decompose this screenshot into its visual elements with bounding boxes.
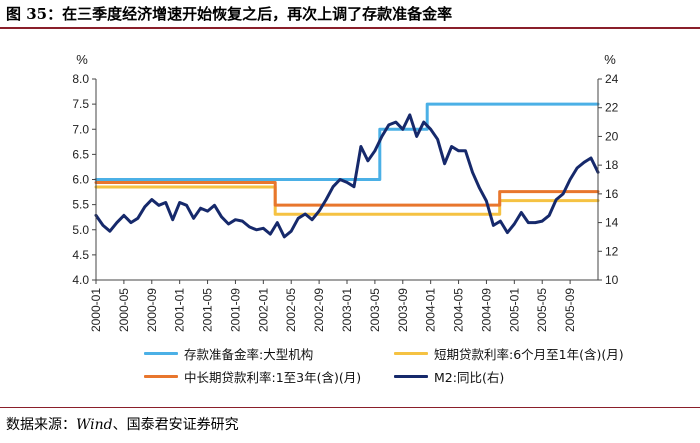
right-tick-label: 10 <box>605 273 619 287</box>
title-divider <box>0 27 700 29</box>
x-tick-label: 2002-01 <box>256 288 270 332</box>
source-prefix: 数据来源： <box>6 417 76 433</box>
source-wind: Wind <box>76 417 113 433</box>
x-tick-label: 2001-01 <box>173 288 187 332</box>
right-axis-unit: % <box>604 52 616 67</box>
x-tick-label: 2001-05 <box>201 288 215 332</box>
left-tick-label: 4.0 <box>72 273 89 287</box>
x-tick-label: 2003-05 <box>368 288 382 332</box>
legend-label: 短期贷款利率:6个月至1年(含)(月) <box>434 347 624 362</box>
legend-swatch <box>394 352 428 355</box>
x-tick-label: 2005-09 <box>563 288 577 332</box>
right-tick-label: 22 <box>605 101 619 115</box>
x-tick-label: 2002-05 <box>284 288 298 332</box>
x-tick-label: 2004-09 <box>479 288 493 332</box>
reserve-ratio-line <box>94 102 600 181</box>
legend-label: 中长期贷款利率:1至3年(含)(月) <box>184 370 362 385</box>
legend-label: 存款准备金率:大型机构 <box>184 347 314 362</box>
x-tick-label: 2002-09 <box>312 288 326 332</box>
x-tick-label: 2000-09 <box>145 288 159 332</box>
left-axis-unit: % <box>76 52 88 67</box>
right-tick-label: 24 <box>605 72 619 86</box>
data-source-note: 数据来源：Wind、国泰君安证券研究 <box>6 414 239 434</box>
legend-swatch <box>394 375 428 378</box>
right-tick-label: 20 <box>605 129 619 143</box>
legend-swatch <box>144 375 178 378</box>
legend-item-reserve-ratio: 存款准备金率:大型机构 <box>144 344 313 363</box>
legend-swatch <box>144 352 178 355</box>
left-tick-label: 6.0 <box>72 173 89 187</box>
medium-term-rate-line <box>94 181 600 207</box>
left-tick-label: 7.5 <box>72 97 89 111</box>
right-tick-label: 18 <box>605 158 619 172</box>
legend-item-medium-term-rate: 中长期贷款利率:1至3年(含)(月) <box>144 367 361 386</box>
series-layer <box>94 102 600 239</box>
x-tick-label: 2004-01 <box>424 288 438 332</box>
x-tick-label: 2004-05 <box>452 288 466 332</box>
x-tick-label: 2003-09 <box>396 288 410 332</box>
x-tick-label: 2005-01 <box>507 288 521 332</box>
right-tick-label: 16 <box>605 187 619 201</box>
x-tick-label: 2003-01 <box>340 288 354 332</box>
legend-item-short-term-rate: 短期贷款利率:6个月至1年(含)(月) <box>394 344 624 363</box>
source-divider <box>0 407 700 408</box>
left-tick-label: 5.5 <box>72 198 89 212</box>
x-tick-label: 2001-09 <box>228 288 242 332</box>
x-tick-label: 2005-05 <box>535 288 549 332</box>
x-tick-label: 2000-01 <box>89 288 103 332</box>
line-chart: % % 8.0 7.5 7.0 6.5 6.0 5.5 5.0 4.5 4.0 24 22 20 18 16 1… <box>72 52 618 332</box>
x-tick-label: 2000-05 <box>117 288 131 332</box>
short-term-rate-line <box>94 185 600 216</box>
left-tick-label: 4.5 <box>72 248 89 262</box>
right-tick-label: 14 <box>605 216 619 230</box>
m2-yoy-line <box>94 113 600 239</box>
source-suffix: 、国泰君安证券研究 <box>112 417 239 433</box>
left-tick-label: 5.0 <box>72 223 89 237</box>
legend-label: M2:同比(右) <box>434 370 505 385</box>
axes: % % 8.0 7.5 7.0 6.5 6.0 5.5 5.0 4.5 4.0 24 22 20 18 16 1… <box>72 52 618 332</box>
left-tick-label: 7.0 <box>72 122 89 136</box>
left-tick-label: 6.5 <box>72 147 89 161</box>
left-tick-label: 8.0 <box>72 72 89 86</box>
right-tick-label: 12 <box>605 244 619 258</box>
legend-item-m2-yoy: M2:同比(右) <box>394 367 504 386</box>
figure-title: 图 35：在三季度经济增速开始恢复之后，再次上调了存款准备金率 <box>6 5 453 23</box>
